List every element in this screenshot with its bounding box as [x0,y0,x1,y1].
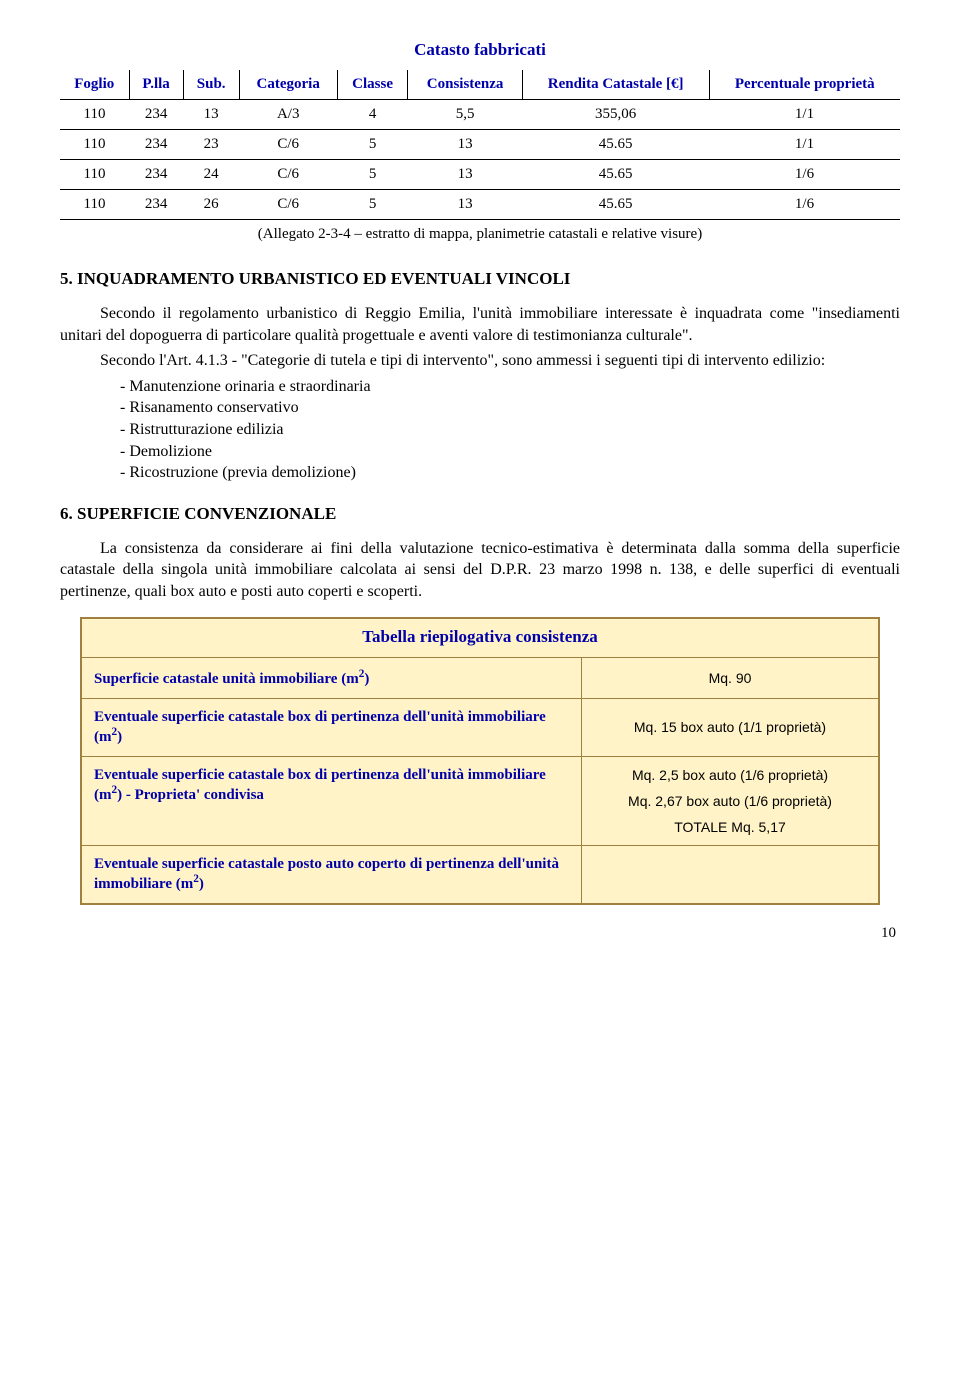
consistenza-row: Eventuale superficie catastale box di pe… [82,699,878,757]
table-cell: C/6 [239,190,337,220]
table-cell: 5 [337,190,408,220]
catasto-note-row: (Allegato 2-3-4 – estratto di mappa, pla… [60,220,900,250]
th-classe: Classe [337,70,408,100]
section5-heading: 5. INQUADRAMENTO URBANISTICO ED EVENTUAL… [60,269,900,289]
table-cell: C/6 [239,130,337,160]
consistenza-value: Mq. 90 [582,658,878,698]
table-cell: 234 [129,160,183,190]
th-rendita: Rendita Catastale [€] [522,70,709,100]
consistenza-box: Tabella riepilogativa consistenza Superf… [80,617,880,905]
table-cell: 23 [183,130,239,160]
table-cell: 234 [129,130,183,160]
catasto-title: Catasto fabbricati [60,40,900,60]
th-categoria: Categoria [239,70,337,100]
th-sub: Sub. [183,70,239,100]
table-row: 11023426C/651345.651/6 [60,190,900,220]
table-cell: 234 [129,100,183,130]
table-cell: 24 [183,160,239,190]
table-row: 11023423C/651345.651/1 [60,130,900,160]
consistenza-label: Superficie catastale unità immobiliare (… [82,658,582,698]
table-row: 11023413A/345,5355,061/1 [60,100,900,130]
table-cell: 13 [408,130,522,160]
table-cell: 13 [183,100,239,130]
page-number: 10 [60,925,900,942]
table-cell: 45.65 [522,160,709,190]
table-cell: 45.65 [522,190,709,220]
table-cell: 13 [408,190,522,220]
consistenza-value-line: Mq. 15 box auto (1/1 proprietà) [590,719,870,735]
list-item: - Ristrutturazione edilizia [120,419,900,441]
table-cell: 110 [60,160,129,190]
consistenza-value-line: TOTALE Mq. 5,17 [590,819,870,835]
th-plla: P.lla [129,70,183,100]
section6-heading: 6. SUPERFICIE CONVENZIONALE [60,504,900,524]
list-item: - Risanamento conservativo [120,397,900,419]
list-item: - Demolizione [120,441,900,463]
consistenza-title: Tabella riepilogativa consistenza [82,619,878,658]
table-cell: 1/6 [709,190,900,220]
consistenza-value [582,846,878,903]
list-item: - Ricostruzione (previa demolizione) [120,462,900,484]
th-foglio: Foglio [60,70,129,100]
consistenza-row: Eventuale superficie catastale posto aut… [82,846,878,903]
consistenza-label: Eventuale superficie catastale posto aut… [82,846,582,903]
section5-para2: Secondo l'Art. 4.1.3 - "Categorie di tut… [60,350,900,372]
table-row: 11023424C/651345.651/6 [60,160,900,190]
consistenza-row: Superficie catastale unità immobiliare (… [82,658,878,699]
table-cell: 4 [337,100,408,130]
table-cell: A/3 [239,100,337,130]
list-item: - Manutenzione orinaria e straordinaria [120,376,900,398]
table-cell: 13 [408,160,522,190]
consistenza-label: Eventuale superficie catastale box di pe… [82,757,582,845]
table-cell: 1/6 [709,160,900,190]
table-cell: 26 [183,190,239,220]
section5-bullets: - Manutenzione orinaria e straordinaria-… [60,376,900,484]
table-cell: 110 [60,130,129,160]
table-cell: 5,5 [408,100,522,130]
section6-para: La consistenza da considerare ai fini de… [60,538,900,603]
section5-para1: Secondo il regolamento urbanistico di Re… [60,303,900,346]
table-cell: 5 [337,130,408,160]
consistenza-value-line: Mq. 2,5 box auto (1/6 proprietà) [590,767,870,783]
table-cell: 5 [337,160,408,190]
table-cell: 1/1 [709,130,900,160]
consistenza-label: Eventuale superficie catastale box di pe… [82,699,582,756]
th-consistenza: Consistenza [408,70,522,100]
table-cell: 110 [60,100,129,130]
consistenza-value: Mq. 15 box auto (1/1 proprietà) [582,699,878,756]
consistenza-value-line: Mq. 2,67 box auto (1/6 proprietà) [590,793,870,809]
consistenza-value-line: Mq. 90 [590,670,870,686]
table-cell: 234 [129,190,183,220]
table-cell: 45.65 [522,130,709,160]
th-percentuale: Percentuale proprietà [709,70,900,100]
table-cell: C/6 [239,160,337,190]
table-cell: 355,06 [522,100,709,130]
catasto-header-row: Foglio P.lla Sub. Categoria Classe Consi… [60,70,900,100]
consistenza-value: Mq. 2,5 box auto (1/6 proprietà) Mq. 2,67… [582,757,878,845]
table-cell: 1/1 [709,100,900,130]
consistenza-row: Eventuale superficie catastale box di pe… [82,757,878,846]
catasto-note: (Allegato 2-3-4 – estratto di mappa, pla… [60,220,900,250]
table-cell: 110 [60,190,129,220]
catasto-table: Foglio P.lla Sub. Categoria Classe Consi… [60,70,900,249]
